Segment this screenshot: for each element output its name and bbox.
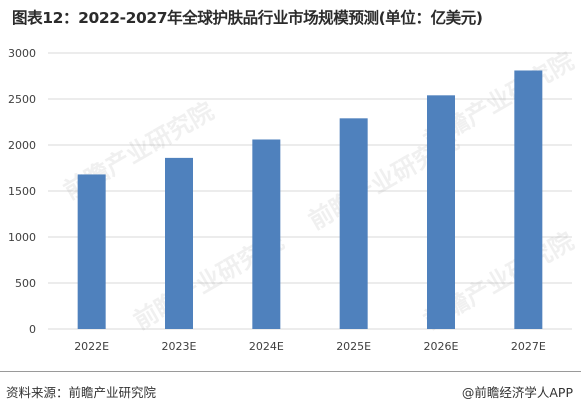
y-tick-label: 3000 (8, 47, 36, 60)
y-tick-label: 0 (29, 323, 36, 336)
credit-note: @前瞻经济学人APP (461, 385, 573, 400)
y-tick-label: 1000 (8, 231, 36, 244)
x-tick-label: 2025E (336, 340, 371, 353)
bar-2023E (165, 157, 193, 329)
x-tick-label: 2022E (74, 340, 109, 353)
grid-lines (48, 52, 572, 330)
x-tick-label: 2027E (511, 340, 546, 353)
x-tick-label: 2026E (424, 340, 459, 353)
bar-2025E (339, 118, 368, 329)
x-tick-label: 2024E (249, 340, 284, 353)
bar-2022E (77, 174, 106, 329)
x-tick-labels: 2022E 2023E 2024E 2025E 2026E 2027E (74, 340, 546, 353)
y-tick-label: 500 (15, 277, 36, 290)
x-tick-label: 2023E (162, 340, 197, 353)
bars (77, 70, 543, 329)
bar-2026E (427, 95, 455, 329)
bar-2027E (514, 70, 543, 329)
footer-divider (0, 371, 581, 372)
source-note: 资料来源：前瞻产业研究院 (6, 385, 157, 400)
y-tick-label: 1500 (8, 185, 36, 198)
y-tick-labels: 0 500 1000 1500 2000 2500 3000 (8, 47, 36, 336)
page-title: 图表12：2022-2027年全球护肤品行业市场规模预测(单位：亿美元) (12, 9, 483, 27)
y-tick-label: 2500 (8, 93, 36, 106)
bar-2024E (252, 139, 281, 329)
y-tick-label: 2000 (8, 139, 36, 152)
